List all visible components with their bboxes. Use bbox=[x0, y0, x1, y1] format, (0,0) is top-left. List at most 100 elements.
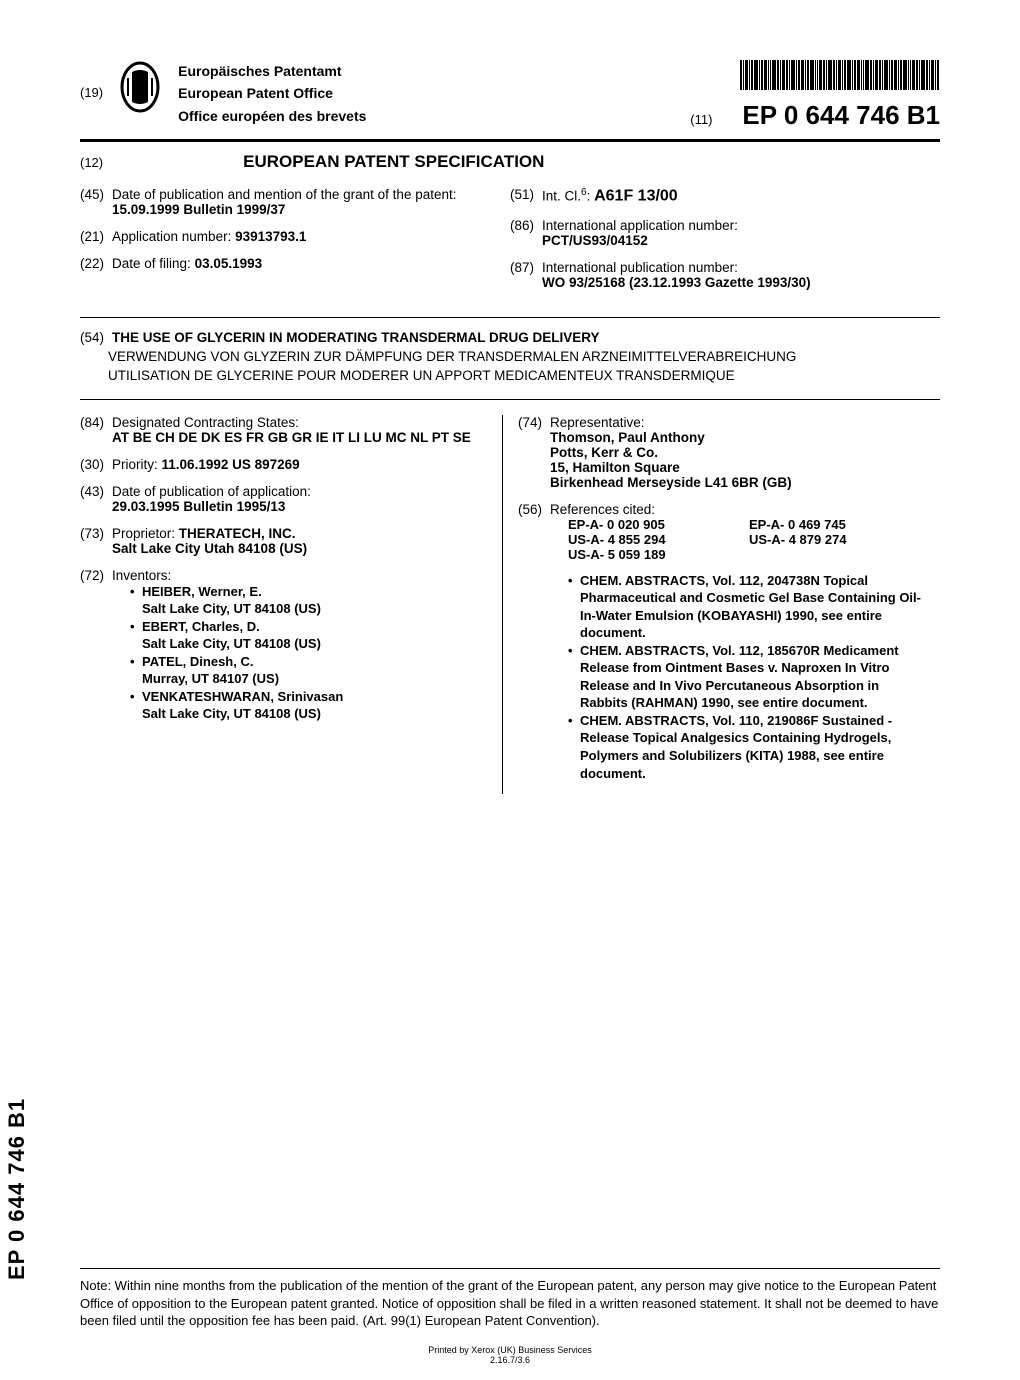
f72-code: (72) bbox=[80, 568, 106, 723]
f54-code: (54) bbox=[80, 330, 106, 345]
field-56: (56) References cited: EP-A- 0 020 905 E… bbox=[518, 502, 930, 783]
inv4-addr: Salt Lake City, UT 84108 (US) bbox=[142, 706, 321, 721]
f84-value: AT BE CH DE DK ES FR GB GR IE IT LI LU M… bbox=[112, 430, 471, 445]
f21-content: Application number: 93913793.1 bbox=[112, 229, 510, 244]
f21-code: (21) bbox=[80, 229, 106, 244]
ref1a: EP-A- 0 020 905 bbox=[568, 517, 749, 532]
f30-content: Priority: 11.06.1992 US 897269 bbox=[112, 457, 492, 472]
f74-code: (74) bbox=[518, 415, 544, 490]
f43-code: (43) bbox=[80, 484, 106, 514]
f22-value: 03.05.1993 bbox=[195, 256, 263, 271]
vertical-pub-number: EP 0 644 746 B1 bbox=[4, 1098, 30, 1280]
f45-content: Date of publication and mention of the g… bbox=[112, 187, 510, 217]
publication-number: EP 0 644 746 B1 bbox=[742, 100, 940, 131]
title-en: THE USE OF GLYCERIN IN MODERATING TRANSD… bbox=[112, 330, 600, 345]
f87-code: (87) bbox=[510, 260, 536, 290]
f86-text: International application number: bbox=[542, 218, 738, 233]
f86-code: (86) bbox=[510, 218, 536, 248]
f74-l4: Birkenhead Merseyside L41 6BR (GB) bbox=[550, 475, 792, 490]
ref-row-3: US-A- 5 059 189 bbox=[568, 547, 930, 562]
header-row: (19) Europäisches Patentamt European Pat… bbox=[80, 60, 940, 142]
f56-code: (56) bbox=[518, 502, 544, 783]
field-12-code: (12) bbox=[80, 155, 103, 170]
f30-value: 11.06.1992 US 897269 bbox=[162, 457, 300, 472]
ref-row-1: EP-A- 0 020 905 EP-A- 0 469 745 bbox=[568, 517, 930, 532]
field-19-code: (19) bbox=[80, 85, 103, 100]
f45-text: Date of publication and mention of the g… bbox=[112, 187, 457, 202]
biblio-top-right: (51) Int. Cl.6: A61F 13/00 (86) Internat… bbox=[510, 187, 940, 302]
f45-value: 15.09.1999 Bulletin 1999/37 bbox=[112, 202, 285, 217]
biblio-top: (45) Date of publication and mention of … bbox=[80, 187, 940, 318]
field-86: (86) International application number: P… bbox=[510, 218, 940, 248]
f22-code: (22) bbox=[80, 256, 106, 271]
barcode-icon bbox=[510, 60, 940, 90]
f72-content: Inventors: HEIBER, Werner, E. Salt Lake … bbox=[112, 568, 492, 723]
f87-content: International publication number: WO 93/… bbox=[542, 260, 940, 290]
references-list: EP-A- 0 020 905 EP-A- 0 469 745 US-A- 4 … bbox=[568, 517, 930, 562]
f21-text: Application number: bbox=[112, 229, 231, 244]
f56-content: References cited: EP-A- 0 020 905 EP-A- … bbox=[550, 502, 930, 783]
inv4-name: VENKATESHWARAN, Srinivasan bbox=[142, 689, 343, 704]
f43-content: Date of publication of application: 29.0… bbox=[112, 484, 492, 514]
f84-code: (84) bbox=[80, 415, 106, 445]
f30-text: Priority: bbox=[112, 457, 158, 472]
header-left: (19) Europäisches Patentamt European Pat… bbox=[80, 60, 510, 127]
field-45: (45) Date of publication and mention of … bbox=[80, 187, 510, 217]
doc-type-label: EUROPEAN PATENT SPECIFICATION bbox=[243, 152, 544, 172]
f73-addr: Salt Lake City Utah 84108 (US) bbox=[112, 541, 307, 556]
footer: Printed by Xerox (UK) Business Services … bbox=[0, 1345, 1020, 1365]
inv3-name: PATEL, Dinesh, C. bbox=[142, 654, 253, 669]
biblio-bottom-left: (84) Designated Contracting States: AT B… bbox=[80, 415, 503, 795]
f51-content: Int. Cl.6: A61F 13/00 bbox=[542, 187, 940, 206]
inventor-1: HEIBER, Werner, E. Salt Lake City, UT 84… bbox=[130, 583, 492, 618]
header-right: (11) EP 0 644 746 B1 bbox=[510, 60, 940, 131]
f51-sup: 6 bbox=[581, 187, 587, 198]
field-21: (21) Application number: 93913793.1 bbox=[80, 229, 510, 244]
footer-line-2: 2.16.7/3.6 bbox=[0, 1355, 1020, 1365]
office-names: Europäisches Patentamt European Patent O… bbox=[178, 60, 366, 127]
inv1-name: HEIBER, Werner, E. bbox=[142, 584, 262, 599]
title-de: VERWENDUNG VON GLYZERIN ZUR DÄMPFUNG DER… bbox=[108, 349, 940, 364]
ref2a: US-A- 4 855 294 bbox=[568, 532, 749, 547]
f74-l2: Potts, Kerr & Co. bbox=[550, 445, 658, 460]
f84-text: Designated Contracting States: bbox=[112, 415, 299, 430]
biblio-top-left: (45) Date of publication and mention of … bbox=[80, 187, 510, 302]
inv3-addr: Murray, UT 84107 (US) bbox=[142, 671, 279, 686]
inventor-3: PATEL, Dinesh, C. Murray, UT 84107 (US) bbox=[130, 653, 492, 688]
f56-text: References cited: bbox=[550, 502, 655, 517]
f73-text: Proprietor: bbox=[112, 526, 175, 541]
ref3a: US-A- 5 059 189 bbox=[568, 547, 749, 562]
f84-content: Designated Contracting States: AT BE CH … bbox=[112, 415, 492, 445]
f74-text: Representative: bbox=[550, 415, 645, 430]
f51-text: Int. Cl. bbox=[542, 189, 581, 204]
f72-text: Inventors: bbox=[112, 568, 171, 583]
field-72: (72) Inventors: HEIBER, Werner, E. Salt … bbox=[80, 568, 492, 723]
field-54: (54) THE USE OF GLYCERIN IN MODERATING T… bbox=[80, 330, 940, 345]
field-22: (22) Date of filing: 03.05.1993 bbox=[80, 256, 510, 271]
f73-name: THERATECH, INC. bbox=[179, 526, 296, 541]
pub-number-row: (11) EP 0 644 746 B1 bbox=[510, 100, 940, 131]
ref1b: EP-A- 0 469 745 bbox=[749, 517, 930, 532]
f73-content: Proprietor: THERATECH, INC. Salt Lake Ci… bbox=[112, 526, 492, 556]
opposition-note: Note: Within nine months from the public… bbox=[80, 1268, 940, 1330]
field-74: (74) Representative: Thomson, Paul Antho… bbox=[518, 415, 930, 490]
f74-l1: Thomson, Paul Anthony bbox=[550, 430, 705, 445]
f74-l3: 15, Hamilton Square bbox=[550, 460, 680, 475]
office-name-en: European Patent Office bbox=[178, 82, 366, 104]
f30-code: (30) bbox=[80, 457, 106, 472]
f74-content: Representative: Thomson, Paul Anthony Po… bbox=[550, 415, 930, 490]
title-fr: UTILISATION DE GLYCERINE POUR MODERER UN… bbox=[108, 368, 940, 383]
title-section: (54) THE USE OF GLYCERIN IN MODERATING T… bbox=[80, 318, 940, 400]
citation-1: CHEM. ABSTRACTS, Vol. 112, 204738N Topic… bbox=[568, 572, 930, 642]
biblio-bottom-right: (74) Representative: Thomson, Paul Antho… bbox=[503, 415, 940, 795]
f43-value: 29.03.1995 Bulletin 1995/13 bbox=[112, 499, 285, 514]
ref2b: US-A- 4 879 274 bbox=[749, 532, 930, 547]
field-30: (30) Priority: 11.06.1992 US 897269 bbox=[80, 457, 492, 472]
inventor-4: VENKATESHWARAN, Srinivasan Salt Lake Cit… bbox=[130, 688, 492, 723]
f87-value: WO 93/25168 (23.12.1993 Gazette 1993/30) bbox=[542, 275, 811, 290]
f73-code: (73) bbox=[80, 526, 106, 556]
inv2-addr: Salt Lake City, UT 84108 (US) bbox=[142, 636, 321, 651]
doc-type-row: (12) EUROPEAN PATENT SPECIFICATION bbox=[80, 152, 940, 172]
field-11-code: (11) bbox=[690, 112, 712, 127]
inv1-addr: Salt Lake City, UT 84108 (US) bbox=[142, 601, 321, 616]
